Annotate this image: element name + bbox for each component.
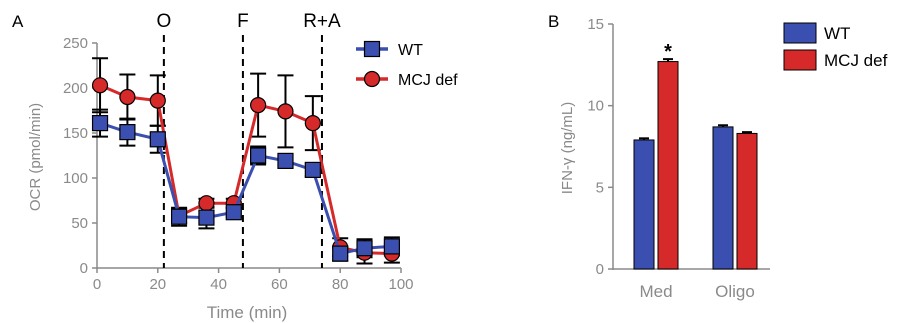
bar-wt	[712, 126, 734, 270]
panel-a-y-tick-label: 0	[80, 260, 88, 277]
data-point-wt	[149, 131, 166, 148]
legend-swatch	[783, 49, 817, 71]
injection-label: F	[237, 11, 249, 32]
injection-label: R+A	[303, 11, 341, 32]
bar-wt	[633, 139, 655, 270]
legend-swatch	[783, 22, 817, 44]
panel-a-series	[91, 57, 400, 265]
data-point-wt	[250, 147, 267, 164]
bar-mcj-def	[657, 61, 679, 270]
data-point-mcj-def	[250, 96, 267, 114]
panel-b-y-tick-label: 5	[596, 179, 604, 196]
panel-a-x-tick-label: 0	[93, 276, 101, 293]
series-line-wt	[99, 121, 392, 256]
panel-b-category-label: Med	[639, 282, 672, 301]
panel-b-category-label: Oligo	[715, 282, 755, 301]
panel-a-x-tick-label: 20	[149, 276, 166, 293]
panel-b-y-axis-label: IFN-γ (ng/mL)	[559, 102, 576, 195]
data-point-wt	[225, 204, 242, 221]
panel-b-ifn-chart: B IFN-γ (ng/mL) 0 5 10 15 Med Oligo * WT MCJ d…	[548, 12, 888, 301]
data-point-wt	[119, 123, 136, 141]
data-point-wt	[91, 114, 109, 132]
legend-entry: MCJ def	[398, 72, 458, 89]
panel-a-y-tick-label: 250	[63, 35, 88, 52]
data-point-mcj-def	[198, 195, 215, 212]
panel-a-x-axis-label: Time (min)	[207, 303, 288, 322]
panel-b-y-tick-label: 15	[587, 16, 604, 33]
legend-entry: WT	[398, 42, 423, 59]
data-point-wt	[277, 152, 294, 169]
data-point-mcj-def	[277, 103, 294, 120]
panel-b-label: B	[548, 12, 559, 31]
data-point-mcj-def	[304, 114, 321, 132]
panel-a-y-axis-label: OCR (pmol/min)	[27, 103, 44, 211]
legend-entry: WT	[824, 24, 850, 43]
panel-a-axes: 0 50 100 150 200 250 0 20 40 60 80 100	[63, 35, 414, 293]
panel-a-x-tick-label: 100	[388, 276, 413, 293]
data-point-mcj-def	[119, 88, 136, 106]
data-point-wt	[332, 245, 349, 262]
bar-mcj-def	[736, 132, 758, 270]
legend-marker	[363, 70, 381, 88]
data-point-wt	[383, 238, 400, 255]
panel-b-y-tick-label: 0	[596, 261, 604, 278]
series-line-mcj-def	[99, 83, 392, 256]
panel-a-label: A	[12, 12, 24, 31]
panel-a-y-tick-label: 50	[71, 215, 88, 232]
panel-a-y-tick-label: 150	[63, 125, 88, 142]
injection-label: O	[156, 11, 171, 32]
panel-a-legend: WT MCJ def	[356, 40, 458, 89]
panel-a-x-tick-label: 80	[332, 276, 349, 293]
data-point-wt	[198, 209, 215, 226]
panel-b-bars: *	[633, 41, 758, 270]
panel-a-ocr-chart: A OCR (pmol/min) Time (min) 050100150200…	[12, 11, 458, 322]
panel-a-y-tick-label: 100	[63, 170, 88, 187]
data-point-mcj-def	[91, 77, 109, 94]
panel-b-axes: 0 5 10 15 Med Oligo	[587, 16, 770, 301]
legend-entry: MCJ def	[824, 51, 888, 70]
panel-a-y-tick-label: 200	[63, 80, 88, 97]
legend-marker	[363, 40, 381, 58]
data-point-wt	[356, 240, 373, 257]
panel-a-x-tick-label: 60	[271, 276, 288, 293]
data-point-wt	[170, 208, 188, 225]
significance-asterisk: *	[664, 41, 672, 63]
panel-b-y-tick-label: 10	[587, 98, 604, 115]
panel-a-injection-markers: O F R+A	[156, 11, 341, 268]
panel-a-x-tick-label: 40	[210, 276, 227, 293]
data-point-mcj-def	[149, 92, 166, 109]
panel-b-legend: WT MCJ def	[783, 22, 888, 71]
data-point-wt	[304, 161, 321, 178]
